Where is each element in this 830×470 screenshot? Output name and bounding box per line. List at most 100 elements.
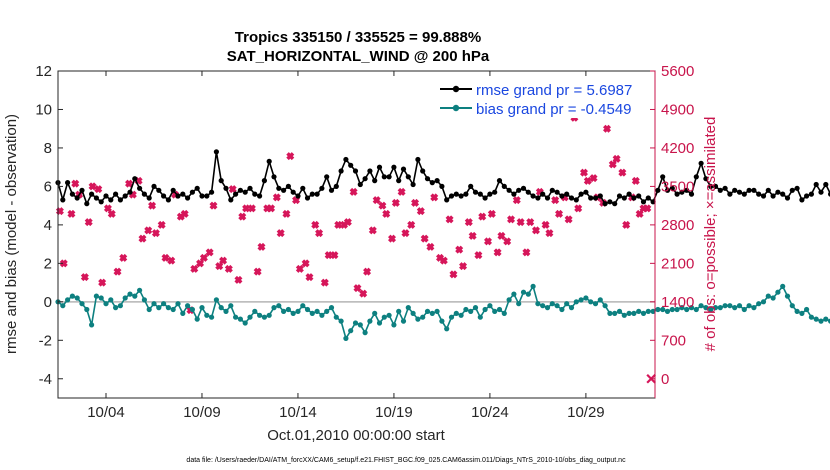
bias-point: [770, 295, 776, 301]
bias-point: [285, 306, 291, 313]
bias-point: [530, 283, 536, 289]
bias-point: [65, 297, 71, 303]
rmse-point: [578, 191, 584, 197]
rmse-point: [511, 191, 517, 197]
bias-point: [511, 291, 517, 297]
rmse-point: [405, 174, 411, 180]
bias-point: [679, 305, 685, 311]
obs-assimilated-marker: [190, 264, 199, 273]
bias-point: [141, 297, 147, 303]
bias-point: [405, 305, 411, 311]
rmse-point: [127, 189, 133, 195]
rmse-point: [463, 191, 469, 197]
rmse-point: [79, 187, 85, 193]
obs-assimilated-marker: [372, 196, 381, 205]
rmse-point: [444, 197, 450, 203]
bias-point: [444, 326, 450, 332]
rmse-point: [381, 174, 387, 180]
bias-point: [156, 305, 162, 311]
rmse-point: [170, 187, 176, 193]
bias-point: [458, 312, 464, 318]
y-tick-label: -2: [39, 332, 52, 349]
legend-rmse-label: rmse grand pr = 5.6987: [476, 82, 632, 99]
bias-point: [693, 306, 699, 313]
y-tick-label: -4: [39, 371, 52, 388]
obs-assimilated-marker: [516, 218, 525, 227]
rmse-point: [117, 197, 123, 203]
bias-point: [549, 301, 555, 307]
y-tick-label: 4: [44, 217, 52, 234]
bias-point: [535, 301, 541, 307]
rmse-point: [185, 195, 191, 201]
rmse-point: [501, 183, 507, 189]
bias-point: [338, 318, 344, 324]
rmse-point: [141, 191, 147, 197]
data-file-footer: data file: /Users/raeder/DAI/ATM_forcXX/…: [186, 457, 626, 464]
rmse-point: [89, 191, 95, 197]
obs-assimilated-marker: [564, 215, 573, 224]
y-tick-label: 8: [44, 140, 52, 157]
rmse-point: [281, 187, 287, 193]
obs-assimilated-marker: [618, 168, 627, 177]
y2-tick-label: 0: [661, 371, 669, 388]
y2-axis-label: # of obs: o=possible; ×=assimilated: [702, 117, 719, 352]
y-tick-label: 0: [44, 294, 52, 311]
rmse-point: [597, 193, 603, 199]
rmse-point: [348, 162, 354, 168]
rmse-point: [487, 191, 493, 197]
legend-bias-label: bias grand pr = -0.4549: [476, 101, 632, 118]
obs-assimilated-marker: [286, 152, 295, 161]
y2-tick-label: 700: [661, 332, 686, 349]
rmse-point: [285, 183, 291, 189]
obs-assimilated-marker: [497, 231, 506, 240]
bias-point: [189, 306, 195, 313]
bias-point: [573, 299, 579, 305]
obs-assimilated-marker: [67, 209, 76, 218]
bias-point: [717, 305, 723, 311]
rmse-point: [396, 178, 402, 184]
rmse-point: [439, 183, 445, 189]
obs-assimilated-marker: [555, 209, 564, 218]
rmse-point: [228, 197, 234, 203]
obs-assimilated-marker: [643, 204, 652, 213]
obs-assimilated-marker: [401, 229, 410, 238]
x-tick-label: 10/14: [279, 404, 317, 421]
rmse-point: [309, 191, 315, 197]
rmse-point: [674, 191, 680, 197]
obs-assimilated-marker: [439, 256, 448, 265]
bias-point: [89, 322, 95, 328]
rmse-point: [420, 168, 426, 174]
rmse-point: [506, 187, 512, 193]
rmse-point: [257, 193, 263, 199]
obs-assimilated-marker: [238, 212, 247, 221]
x-tick-label: 10/24: [471, 404, 509, 421]
y2-tick-label: 5600: [661, 63, 694, 80]
rmse-point: [194, 185, 200, 191]
obs-assimilated-marker: [503, 237, 512, 246]
bias-point: [84, 306, 90, 313]
bias-point: [660, 306, 666, 313]
bias-point: [252, 308, 258, 314]
bias-point: [117, 303, 123, 309]
rmse-point: [688, 191, 695, 197]
bias-point: [588, 299, 594, 305]
bias-point: [626, 310, 632, 316]
obs-assimilated-marker: [71, 179, 80, 188]
rmse-point: [122, 193, 128, 199]
bias-point: [328, 305, 335, 311]
rmse-point: [161, 193, 167, 199]
rmse-point: [242, 189, 248, 195]
rmse-point: [765, 187, 771, 193]
bias-point: [304, 306, 311, 313]
bias-point: [688, 305, 695, 311]
obs-assimilated-marker: [311, 220, 320, 229]
bias-point: [751, 305, 757, 311]
rmse-point: [573, 197, 579, 203]
rmse-point: [679, 189, 685, 195]
x-tick-label: 10/19: [375, 404, 413, 421]
obs-assimilated-marker: [551, 196, 560, 205]
bias-point: [463, 306, 469, 313]
rmse-point: [69, 191, 75, 197]
obs-assimilated-marker: [464, 218, 473, 227]
obs-assimilated-marker: [276, 229, 285, 238]
